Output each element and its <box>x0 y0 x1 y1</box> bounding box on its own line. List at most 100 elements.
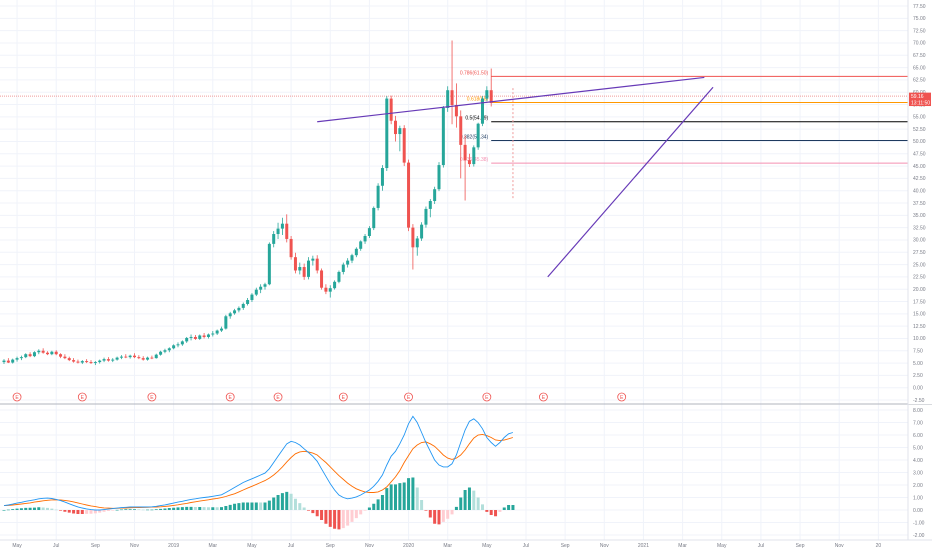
candle-body <box>198 335 202 339</box>
time-tick-label: Nov <box>130 543 139 549</box>
time-tick-label: 2020 <box>403 543 414 549</box>
candle-body <box>476 123 480 148</box>
macd-histogram-bar <box>32 507 36 510</box>
candle-body <box>250 294 254 301</box>
earnings-marker-label: E <box>542 395 546 401</box>
candle-body <box>241 303 245 308</box>
macd-histogram-bar <box>63 510 67 512</box>
macd-histogram-bar <box>489 510 493 515</box>
earnings-marker-label: E <box>620 395 624 401</box>
candle-body <box>376 185 380 208</box>
earnings-marker <box>617 392 627 402</box>
candle-body <box>6 360 10 363</box>
macd-histogram-bar <box>380 495 384 510</box>
macd-axis[interactable]: 8.00 7.00 6.00 5.00 4.00 3.00 2.00 1.00 0.00 -1.0… <box>913 408 925 539</box>
candle-body <box>428 201 432 209</box>
candle-body <box>63 356 67 359</box>
earnings-marker <box>12 392 22 402</box>
earnings-marker <box>482 392 492 402</box>
candle-body <box>228 313 232 317</box>
macd-histogram-bar <box>263 502 267 510</box>
time-tick-label: May <box>717 543 727 549</box>
macd-histogram-bar <box>407 478 411 510</box>
candle-body <box>280 223 284 229</box>
time-tick-label: Sep <box>326 543 335 549</box>
candle-body <box>115 357 119 360</box>
candle-body <box>328 288 332 292</box>
candle-body <box>446 90 450 108</box>
grid <box>0 0 908 540</box>
macd-histogram-bar <box>272 497 276 510</box>
candle-body <box>111 359 115 361</box>
macd-histogram-bar <box>363 510 367 511</box>
time-tick-label: Jul <box>53 543 59 549</box>
candle-body <box>72 360 76 362</box>
candle-body <box>67 358 71 361</box>
macd-histogram-bar <box>476 497 480 510</box>
macd-histogram-bar <box>354 510 358 519</box>
candle-body <box>2 360 6 363</box>
macd-histogram-bar <box>146 509 150 511</box>
macd-line <box>3 415 514 511</box>
candle-body <box>354 248 358 256</box>
earnings-marker-label: E <box>407 395 411 401</box>
time-tick-label: 2021 <box>638 543 649 549</box>
price-tick-label: 20.00 <box>913 287 926 293</box>
time-axis[interactable]: May Jul Sep Nov 2019 Mar May Jul Sep Nov 2020 Mar Ma… <box>0 539 932 549</box>
macd-histogram-bar <box>72 510 76 514</box>
price-axis[interactable]: 77.5075.0072.5070.0067.5065.0062.5060.00… <box>907 0 932 540</box>
macd-histogram-bar <box>206 507 210 510</box>
time-tick-label: May <box>482 543 492 549</box>
macd-tick-label: 3.00 <box>913 470 923 476</box>
price-tick-label: 30.00 <box>913 238 926 244</box>
price-tick-label: 10.00 <box>913 336 926 342</box>
macd-histogram-bar <box>141 509 145 511</box>
candle-body <box>463 144 467 161</box>
macd-histogram-bar <box>163 508 167 510</box>
trendline-support <box>547 86 714 278</box>
time-tick-label: May <box>247 543 257 549</box>
candle-body <box>163 350 167 352</box>
macd-histogram-bar <box>511 505 515 510</box>
earnings-marker <box>225 392 235 402</box>
candle-body <box>276 228 280 235</box>
candle-body <box>50 351 54 355</box>
macd-histogram-bar <box>302 507 306 510</box>
candle-body <box>176 344 180 346</box>
price-tick-label: 35.00 <box>913 213 926 219</box>
macd-histogram-bar <box>328 510 332 527</box>
macd-histogram-bar <box>411 477 415 510</box>
macd-histogram-bar <box>119 509 123 511</box>
macd-histogram-bar <box>46 507 49 510</box>
macd-histogram-bar <box>198 507 202 510</box>
price-label-text: 13:11:50 <box>911 101 930 107</box>
macd-histogram-bar <box>215 507 219 510</box>
macd-tick-label: -2.00 <box>913 533 925 539</box>
macd-histogram-bar <box>137 509 141 510</box>
macd-histogram-bar <box>11 509 15 510</box>
candle-body <box>128 355 132 358</box>
candle-body <box>80 361 84 363</box>
macd-histogram-bar <box>202 507 206 510</box>
candle-body <box>237 307 241 311</box>
macd-histogram-bar <box>193 507 197 510</box>
price-tick-label: 70.00 <box>913 41 926 47</box>
macd-histogram-bar <box>472 490 476 510</box>
macd-histogram-bar <box>89 510 93 514</box>
macd-histogram-bar <box>502 507 506 510</box>
time-tick-label: Jul <box>758 543 764 549</box>
candle-body <box>28 354 32 357</box>
candle-body <box>119 356 123 358</box>
macd-histogram-bar <box>359 510 363 515</box>
price-tick-label: 7.50 <box>913 349 923 355</box>
macd-histogram-bar <box>250 502 254 510</box>
candle-body <box>246 300 250 304</box>
macd-histogram-bar <box>428 510 432 518</box>
macd-histogram-bar <box>433 510 437 524</box>
candle-body <box>337 271 341 282</box>
macd-histogram-bar <box>85 510 89 514</box>
candle-body <box>367 228 371 236</box>
macd-histogram-bar <box>394 484 397 510</box>
macd-histogram-bar <box>320 510 324 520</box>
